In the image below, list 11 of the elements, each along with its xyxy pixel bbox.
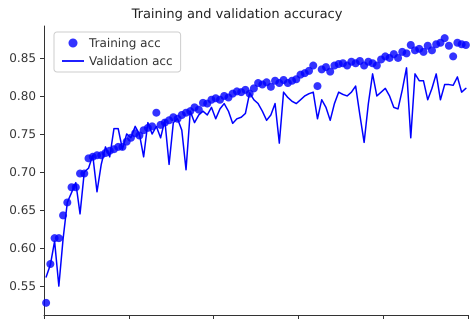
legend-label: Training acc [88, 36, 161, 50]
legend-label: Validation acc [89, 54, 173, 68]
y-tick-label: 0.65 [9, 203, 36, 218]
y-tick-label: 0.75 [9, 126, 36, 141]
line-series [45, 67, 467, 287]
y-tick-label: 0.85 [9, 50, 36, 65]
y-tick-label: 0.70 [9, 165, 36, 180]
y-tick-label: 0.60 [9, 241, 36, 256]
y-tick-label: 0.80 [9, 88, 36, 103]
y-tick-label: 0.55 [9, 279, 36, 294]
chart-title: Training and validation accuracy [130, 7, 343, 22]
